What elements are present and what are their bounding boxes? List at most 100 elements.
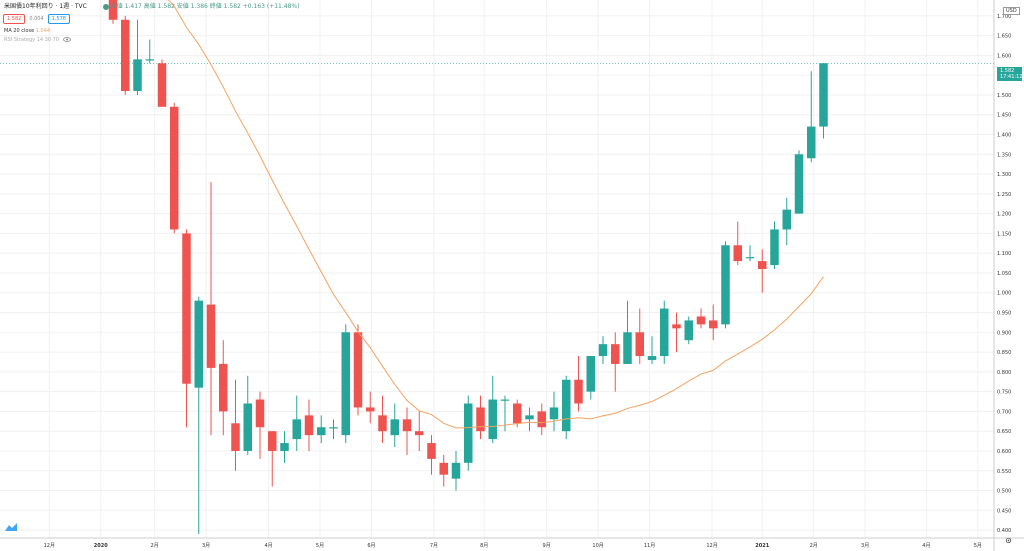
candle-body bbox=[402, 419, 412, 432]
candle-body bbox=[733, 245, 742, 262]
status-dot-icon bbox=[102, 3, 109, 10]
x-tick-label: 10月 bbox=[592, 543, 603, 549]
tradingview-logo-icon[interactable] bbox=[4, 522, 18, 532]
candle-body bbox=[537, 411, 546, 428]
candle-body bbox=[819, 63, 828, 127]
x-tick-label: 3月 bbox=[202, 543, 210, 549]
candle-body bbox=[304, 415, 314, 436]
candle-body bbox=[243, 403, 252, 451]
y-tick-label: 1.050 bbox=[997, 271, 1011, 277]
candle-body bbox=[549, 407, 559, 420]
y-tick-label: 1.100 bbox=[997, 251, 1011, 257]
x-tick-label: 5月 bbox=[974, 543, 982, 549]
y-tick-label: 1.200 bbox=[997, 212, 1011, 218]
y-tick-label: 1.300 bbox=[997, 172, 1011, 178]
candle-body bbox=[427, 443, 436, 459]
candle-body bbox=[341, 332, 350, 436]
gear-icon[interactable] bbox=[1005, 537, 1012, 544]
x-tick-label: 9月 bbox=[543, 543, 551, 549]
candle-body bbox=[182, 233, 191, 384]
x-tick-label: 3月 bbox=[861, 543, 869, 549]
candle-body bbox=[488, 399, 497, 440]
eye-icon[interactable] bbox=[62, 37, 71, 42]
ma20-line bbox=[167, 0, 824, 429]
candle-body bbox=[586, 356, 595, 392]
x-tick-label: 12月 bbox=[44, 543, 55, 549]
x-tick-label: 4月 bbox=[922, 543, 930, 549]
candle-body bbox=[647, 356, 657, 360]
candle-body bbox=[108, 0, 118, 20]
candle-body bbox=[611, 344, 620, 364]
candle-body bbox=[317, 427, 326, 436]
sell-price-button[interactable]: 1.582 bbox=[3, 14, 26, 24]
candle-body bbox=[145, 59, 154, 61]
candle-body bbox=[415, 431, 424, 436]
x-tick-label: 2021 bbox=[755, 543, 769, 549]
y-tick-label: 0.750 bbox=[997, 390, 1011, 396]
candle-body bbox=[329, 427, 338, 429]
y-tick-label: 0.800 bbox=[997, 370, 1011, 376]
spread-value: 0.004 bbox=[29, 16, 44, 22]
y-tick-label: 0.550 bbox=[997, 469, 1011, 475]
x-tick-label: 6月 bbox=[367, 543, 375, 549]
y-tick-label: 0.500 bbox=[997, 489, 1011, 495]
candle-body bbox=[672, 324, 681, 329]
y-tick-label: 0.400 bbox=[997, 528, 1011, 534]
candle-body bbox=[292, 419, 301, 440]
y-tick-label: 0.650 bbox=[997, 429, 1011, 435]
candle-body bbox=[353, 332, 363, 408]
x-tick-label: 11月 bbox=[644, 543, 655, 549]
candle-body bbox=[268, 431, 277, 451]
candle-body bbox=[157, 63, 167, 107]
candle-body bbox=[660, 308, 669, 357]
candle-body bbox=[451, 462, 461, 479]
x-tick-label: 5月 bbox=[316, 543, 324, 549]
candle-body bbox=[366, 407, 375, 412]
y-tick-label: 1.500 bbox=[997, 93, 1011, 99]
candle-body bbox=[684, 320, 693, 341]
candle-body bbox=[794, 154, 804, 214]
y-tick-label: 0.600 bbox=[997, 449, 1011, 455]
x-tick-label: 2月 bbox=[810, 543, 818, 549]
candle-body bbox=[121, 19, 130, 91]
candle-body bbox=[378, 415, 387, 432]
y-tick-label: 1.700 bbox=[997, 14, 1011, 20]
candle-body bbox=[696, 316, 706, 325]
candle-body bbox=[390, 419, 399, 436]
candle-body bbox=[133, 59, 142, 91]
ma-indicator-legend[interactable]: MA 20 close 1.044 bbox=[4, 28, 50, 35]
candle-body bbox=[464, 403, 473, 463]
y-tick-label: 1.450 bbox=[997, 113, 1011, 119]
candle-body bbox=[439, 462, 448, 475]
candle-body bbox=[170, 106, 179, 230]
rsi-indicator-legend[interactable]: RSI Strategy 14 30 70 bbox=[4, 37, 71, 44]
x-tick-label: 4月 bbox=[264, 543, 272, 549]
candle-body bbox=[709, 320, 718, 329]
y-tick-label: 1.350 bbox=[997, 152, 1011, 158]
symbol-title: 米国債10年利回り · 1週 · TVC bbox=[4, 3, 87, 10]
currency-label[interactable]: USD bbox=[1003, 7, 1020, 15]
y-tick-label: 0.850 bbox=[997, 350, 1011, 356]
y-tick-label: 1.150 bbox=[997, 231, 1011, 237]
y-tick-label: 1.600 bbox=[997, 53, 1011, 59]
x-tick-label: 12月 bbox=[706, 543, 717, 549]
candle-body bbox=[635, 332, 644, 357]
candle-body bbox=[280, 443, 289, 451]
y-tick-label: 1.650 bbox=[997, 34, 1011, 40]
ohlc-values: 始値 1.417 高値 1.582 安値 1.386 終値 1.582 +0.1… bbox=[110, 3, 300, 10]
x-tick-label: 7月 bbox=[430, 543, 438, 549]
buy-price-button[interactable]: 1.578 bbox=[47, 14, 70, 24]
last-price-time: 17:41:12 bbox=[1000, 74, 1023, 80]
candle-body bbox=[194, 300, 203, 388]
y-tick-label: 0.950 bbox=[997, 311, 1011, 317]
candle-body bbox=[206, 304, 216, 368]
candle-body bbox=[525, 415, 534, 420]
last-price-value: 1.582 bbox=[1000, 68, 1015, 74]
candle-body bbox=[255, 399, 265, 428]
candle-body bbox=[807, 126, 816, 159]
y-tick-label: 1.400 bbox=[997, 133, 1011, 139]
candle-body bbox=[574, 379, 583, 404]
y-tick-label: 0.700 bbox=[997, 409, 1011, 415]
candle-body bbox=[782, 209, 791, 230]
